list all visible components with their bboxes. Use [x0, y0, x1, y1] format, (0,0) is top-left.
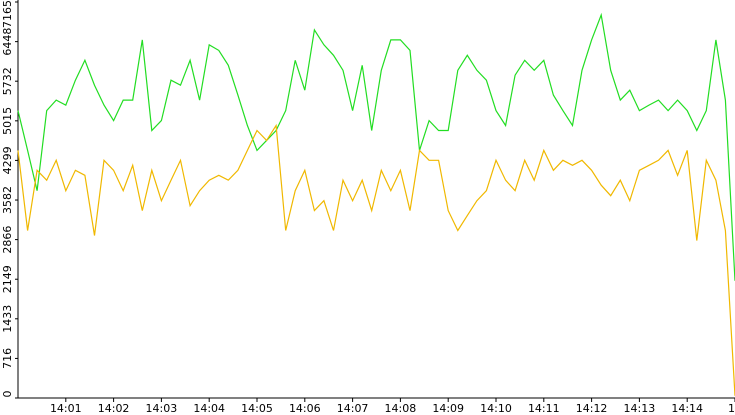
x-tick-label: 14:14	[671, 402, 703, 415]
y-tick-label: 5015	[1, 107, 14, 135]
x-tick-label: 14	[728, 402, 735, 415]
y-tick-label: 4299	[1, 146, 14, 174]
x-tick-label: 14:03	[146, 402, 178, 415]
y-tick-label: 716	[1, 348, 14, 369]
x-tick-label: 14:11	[528, 402, 560, 415]
x-tick-label: 14:08	[385, 402, 417, 415]
x-tick-label: 14:05	[241, 402, 273, 415]
x-tick-label: 14:01	[50, 402, 82, 415]
x-tick-label: 14:12	[576, 402, 608, 415]
y-tick-label: 3582	[1, 186, 14, 214]
x-tick-label: 14:04	[193, 402, 225, 415]
y-tick-label: 5732	[1, 67, 14, 95]
y-tick-label: 7165	[1, 0, 14, 28]
y-tick-label: 2866	[1, 226, 14, 254]
series-line	[17, 123, 735, 396]
y-tick-label: 0	[1, 391, 14, 398]
x-tick-label: 14:13	[624, 402, 656, 415]
y-tick-label: 6448	[1, 28, 14, 56]
x-tick-label: 14:10	[480, 402, 512, 415]
x-tick-label: 14:07	[337, 402, 369, 415]
series-line	[17, 12, 735, 281]
x-tick-label: 14:02	[98, 402, 130, 415]
x-tick-label: 14:06	[289, 402, 321, 415]
x-tick-label: 14:09	[432, 402, 464, 415]
y-tick-label: 2149	[1, 265, 14, 293]
y-tick-label: 1433	[1, 305, 14, 333]
